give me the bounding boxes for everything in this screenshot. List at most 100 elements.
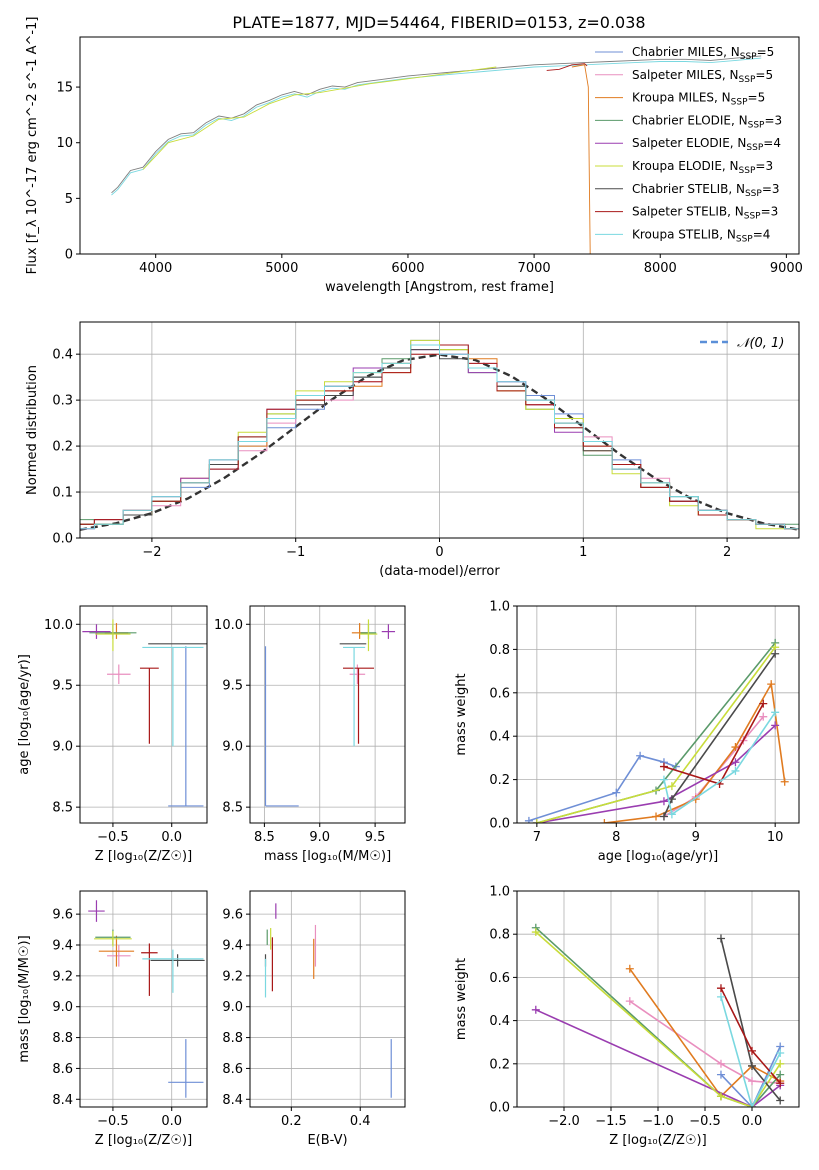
y-axis-label: Normed distribution xyxy=(25,365,40,495)
x-tick-label: 8 xyxy=(612,830,620,845)
y-tick-label: 0.3 xyxy=(52,394,73,409)
x-tick-label: 7 xyxy=(533,830,541,845)
marker-point xyxy=(759,699,768,708)
x-axis-label: wavelength [Angstrom, rest frame] xyxy=(325,280,554,295)
marker-point xyxy=(748,1061,756,1070)
marker-point xyxy=(659,762,668,771)
axes-frame xyxy=(79,36,800,255)
marker-point xyxy=(532,819,541,823)
marker-point xyxy=(716,934,725,943)
y-tick-label: 9.5 xyxy=(52,679,73,694)
marker-point xyxy=(625,997,634,1006)
plot-area xyxy=(80,339,799,531)
x-tick-label: 4000 xyxy=(139,261,172,276)
series-kroupa-miles xyxy=(571,64,591,254)
marker-point xyxy=(625,964,634,973)
x-tick-label: −0.5 xyxy=(97,830,129,845)
plot-area xyxy=(88,900,205,1098)
x-tick-label: 8.5 xyxy=(254,830,275,845)
y-tick-label: 0.1 xyxy=(52,486,73,501)
y-tick-label: 8.4 xyxy=(52,1093,73,1108)
x-tick-label: 0.0 xyxy=(161,830,182,845)
x-axis-label: (data-model)/error xyxy=(379,564,500,579)
x-tick-label: 9.0 xyxy=(309,830,330,845)
x-tick-label: 0.2 xyxy=(281,1114,302,1129)
y-tick-label: 9.0 xyxy=(222,1000,243,1015)
series-kroupa-elodie xyxy=(535,931,781,1107)
marker-point xyxy=(776,1059,785,1068)
y-tick-label: 0.4 xyxy=(52,348,73,363)
marker-point xyxy=(748,1046,756,1055)
series-kroupa-elodie xyxy=(142,66,497,170)
x-tick-label: 8000 xyxy=(644,261,677,276)
plot-area xyxy=(524,638,789,823)
y-axis-label: Flux [f_λ 10^-17 erg cm^-2 s^-1 A^-1] xyxy=(25,17,40,275)
y-axis-label: age [log₁₀(age/yr)] xyxy=(17,654,32,775)
x-tick-label: 0 xyxy=(435,545,443,560)
x-tick-label: 1 xyxy=(579,545,587,560)
marker-point xyxy=(716,1070,725,1079)
marker-point xyxy=(531,1005,540,1014)
plot-area xyxy=(111,55,762,254)
figure-title: PLATE=1877, MJD=54464, FIBERID=0153, z=0… xyxy=(232,13,645,32)
marker-point xyxy=(771,721,780,730)
x-axis-label: Z [log₁₀(Z/Z☉)] xyxy=(609,1133,706,1148)
marker-point xyxy=(612,788,621,797)
x-tick-label: 0.0 xyxy=(742,1114,763,1129)
series-kroupa-stelib xyxy=(663,711,776,816)
y-axis-label: mass weight xyxy=(454,673,469,755)
y-tick-label: 9.4 xyxy=(222,939,243,954)
marker-point xyxy=(716,992,725,1001)
y-tick-label: 15 xyxy=(56,81,73,96)
series-chabrier-elodie xyxy=(536,642,776,823)
marker-point xyxy=(659,797,668,806)
axes-frame xyxy=(516,605,800,824)
marker-point xyxy=(659,812,668,821)
x-tick-label: −1.0 xyxy=(642,1114,674,1129)
marker-point xyxy=(780,777,789,786)
axes-frame xyxy=(249,890,406,1108)
y-tick-label: 8.6 xyxy=(222,1062,243,1077)
panel-massweight_vs_age: 7 8 9 10 0.0 0.2 0.4 0.6 0.8 1.0 age [log₁₀(age/yr… xyxy=(454,600,800,864)
series-salpeter-stelib xyxy=(546,63,588,71)
y-tick-label: 0.6 xyxy=(489,971,510,986)
y-tick-label: 0.2 xyxy=(489,773,510,788)
residual-legend: 𝒩(0, 1) xyxy=(700,336,784,351)
marker-point xyxy=(636,751,645,760)
x-tick-label: −1.5 xyxy=(595,1114,627,1129)
legend-label: Salpeter STELIB, NSSP=3 xyxy=(632,205,778,222)
x-tick-label: 0.0 xyxy=(161,1114,182,1129)
panel-age_vs_mass: 8.5 9.0 9.5 8.5 9.0 9.5 10.0 mass [log₁₀(M/M☉)] xyxy=(214,605,406,864)
y-tick-label: 0.0 xyxy=(489,1101,510,1116)
x-tick-label: 2 xyxy=(723,545,731,560)
x-axis-label: E(B-V) xyxy=(307,1133,347,1148)
marker-point xyxy=(748,1077,756,1086)
y-tick-label: 10.0 xyxy=(44,618,73,633)
y-tick-label: 0 xyxy=(65,248,73,263)
plot-area xyxy=(531,923,785,1107)
marker-point xyxy=(731,766,740,775)
y-tick-label: 1.0 xyxy=(489,885,510,900)
y-tick-label: 10.0 xyxy=(214,618,243,633)
legend-label: Salpeter MILES, NSSP=5 xyxy=(632,68,773,85)
y-tick-label: 0.0 xyxy=(52,532,73,547)
spectrum-legend: Chabrier MILES, NSSP=5 Salpeter MILES, NS… xyxy=(595,45,782,244)
x-axis-label: age [log₁₀(age/yr)] xyxy=(598,849,719,864)
panel-mass_vs_ebv: 0.2 0.4 8.4 8.6 8.8 9.0 9.2 9.4 9.6 E(B-V) xyxy=(222,890,406,1148)
x-tick-label: −2 xyxy=(142,545,161,560)
plot-area xyxy=(82,619,207,807)
legend-label: Chabrier STELIB, NSSP=3 xyxy=(632,182,780,199)
x-tick-label: 6000 xyxy=(391,261,424,276)
marker-point xyxy=(776,1070,785,1079)
x-tick-label: 10 xyxy=(767,830,784,845)
marker-point xyxy=(776,1079,785,1088)
legend-label: Chabrier MILES, NSSP=5 xyxy=(632,45,774,62)
x-tick-label: 9.5 xyxy=(365,830,386,845)
marker-point xyxy=(531,928,540,937)
y-axis-label: mass [log₁₀(M/M☉)] xyxy=(17,935,32,1062)
y-tick-label: 9.2 xyxy=(52,969,73,984)
y-tick-label: 9.0 xyxy=(52,740,73,755)
marker-point xyxy=(776,1096,785,1105)
marker-point xyxy=(731,758,740,767)
